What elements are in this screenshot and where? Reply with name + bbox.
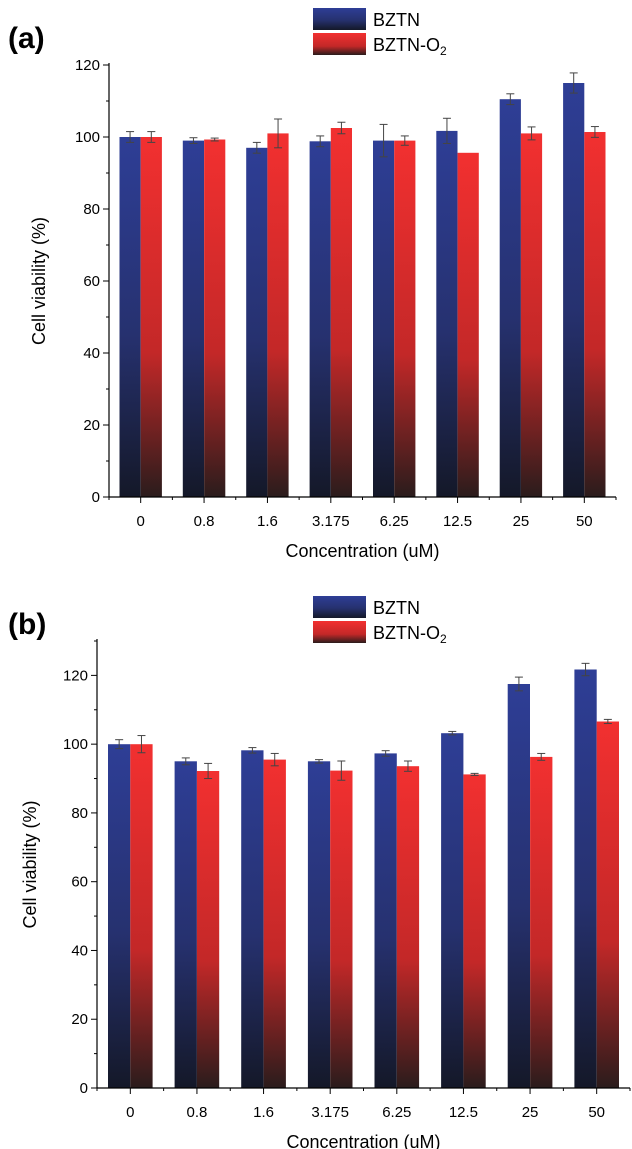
bar — [204, 139, 226, 497]
x-tick-label: 25 — [513, 513, 530, 530]
legend-swatch — [313, 8, 366, 30]
bar — [507, 684, 530, 1088]
y-tick-label: 40 — [71, 942, 88, 959]
x-tick-label: 50 — [576, 513, 593, 530]
x-tick-label: 0 — [137, 513, 145, 530]
bar — [241, 750, 264, 1088]
legend-swatch — [313, 33, 366, 55]
bar — [394, 140, 416, 497]
legend-label: BZTN-O2 — [373, 35, 447, 58]
bar — [330, 128, 352, 497]
y-tick-label: 20 — [83, 417, 100, 434]
bar — [246, 147, 268, 498]
bar — [574, 669, 597, 1088]
bar — [307, 761, 331, 1088]
x-tick-label: 12.5 — [449, 1104, 478, 1121]
y-tick-label: 0 — [80, 1080, 88, 1097]
x-tick-label: 25 — [522, 1104, 539, 1121]
bar — [130, 744, 153, 1088]
bar — [374, 753, 397, 1088]
legend-label-subscript: 2 — [440, 44, 447, 58]
x-tick-label: 0.8 — [187, 1104, 208, 1121]
bar — [499, 99, 521, 497]
legend-label: BZTN — [373, 10, 420, 30]
legend-label: BZTN — [373, 598, 420, 618]
bar — [174, 761, 197, 1088]
bar — [330, 770, 353, 1088]
bar — [119, 137, 141, 497]
legend-swatch — [313, 621, 366, 643]
x-tick-label: 1.6 — [253, 1104, 274, 1121]
y-axis-title: Cell viability (%) — [20, 800, 40, 928]
bar — [530, 756, 553, 1088]
y-tick-label: 100 — [63, 736, 88, 753]
y-tick-label: 80 — [83, 201, 100, 218]
legend-label: BZTN-O2 — [373, 623, 447, 646]
x-tick-label: 0 — [126, 1104, 134, 1121]
y-tick-label: 80 — [71, 805, 88, 822]
legend: BZTN BZTN-O2 — [313, 596, 447, 646]
bar — [457, 152, 479, 498]
y-tick-label: 120 — [75, 57, 100, 74]
x-tick-label: 6.25 — [382, 1104, 411, 1121]
y-tick-label: 120 — [63, 667, 88, 684]
y-tick-label: 0 — [92, 489, 100, 506]
bar — [463, 774, 486, 1088]
legend-swatch — [313, 596, 366, 618]
bar — [108, 744, 131, 1088]
bar — [396, 766, 420, 1088]
bar — [373, 140, 395, 497]
bar — [196, 771, 220, 1088]
bar — [267, 133, 289, 497]
bar — [596, 721, 619, 1088]
panel-label: (b) — [8, 608, 46, 641]
legend: BZTN BZTN-O2 — [313, 8, 447, 58]
bar — [441, 733, 464, 1088]
bar — [520, 133, 543, 497]
x-axis-title: Concentration (uM) — [286, 1132, 440, 1149]
y-tick-label: 60 — [71, 874, 88, 891]
x-tick-label: 6.25 — [380, 513, 409, 530]
bar — [182, 140, 204, 497]
y-tick-label: 60 — [83, 273, 100, 290]
y-axis-title: Cell viability (%) — [29, 217, 49, 345]
x-axis-title: Concentration (uM) — [285, 541, 439, 561]
x-tick-label: 3.175 — [311, 1104, 349, 1121]
y-tick-label: 100 — [75, 129, 100, 146]
y-tick-label: 40 — [83, 345, 100, 362]
bar — [263, 759, 286, 1088]
legend-label-subscript: 2 — [440, 632, 447, 646]
bar — [309, 141, 331, 498]
x-tick-label: 0.8 — [194, 513, 215, 530]
bar — [140, 137, 162, 497]
x-tick-label: 3.175 — [312, 513, 350, 530]
bar — [584, 132, 606, 497]
bar — [563, 83, 585, 497]
x-tick-label: 1.6 — [257, 513, 278, 530]
x-tick-label: 12.5 — [443, 513, 472, 530]
y-tick-label: 20 — [71, 1011, 88, 1028]
bar — [436, 130, 458, 497]
x-tick-label: 50 — [588, 1104, 605, 1121]
panel-label: (a) — [8, 22, 45, 55]
